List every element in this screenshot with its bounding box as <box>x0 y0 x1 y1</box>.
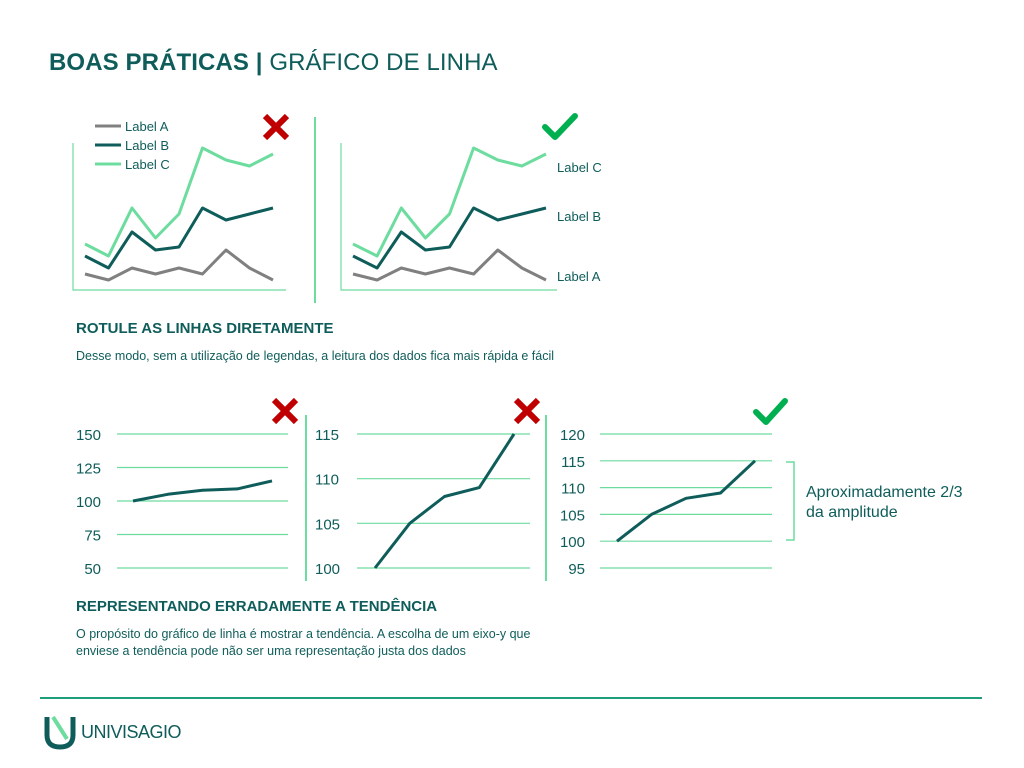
direct-label-c: Label C <box>557 160 602 175</box>
page-title: BOAS PRÁTICAS | GRÁFICO DE LINHA <box>49 49 498 77</box>
legend-chart-axis <box>72 143 286 291</box>
direct-label-a: Label A <box>557 269 601 284</box>
y-tick-label: 105 <box>315 516 340 533</box>
y-tick-label: 100 <box>76 494 101 511</box>
title-bold: BOAS PRÁTICAS | <box>49 49 263 76</box>
y-tick-label: 50 <box>84 561 101 578</box>
legend-chart: Label A Label B Label C <box>72 119 286 291</box>
legend-label-a: Label A <box>125 119 169 134</box>
chart-legend: Label A Label B Label C <box>95 119 170 172</box>
range-note: Aproximadamente 2/3 da amplitude <box>806 484 963 521</box>
y-tick-label: 105 <box>560 507 585 524</box>
check-icon <box>753 398 788 425</box>
series-line-label-a <box>352 248 547 282</box>
range-bracket <box>786 461 795 541</box>
flat-axis-chart: 50 75 100 125 150 <box>76 427 288 578</box>
trend-line <box>373 433 516 569</box>
univisagio-logo-icon <box>44 715 76 750</box>
y-tick-label: 75 <box>84 528 101 545</box>
section-text-direct-labels: Desse modo, sem a utilização de legendas… <box>76 349 555 363</box>
univisagio-logo-text: UNIVISAGIO <box>81 722 182 742</box>
footer-divider <box>40 697 982 699</box>
y-tick-label: 120 <box>560 427 585 444</box>
y-tick-label: 100 <box>315 561 340 578</box>
title-normal: GRÁFICO DE LINHA <box>269 49 498 76</box>
direct-label-chart: Label C Label B Label A <box>340 143 602 291</box>
trend-line <box>132 479 273 503</box>
cross-icon <box>271 397 299 425</box>
y-tick-label: 95 <box>568 561 585 578</box>
direct-label-chart-axis <box>340 143 557 291</box>
cross-icon <box>262 113 290 141</box>
y-tick-label: 115 <box>315 427 339 444</box>
y-tick-label: 100 <box>560 534 585 551</box>
good-axis-chart: 95 100 105 110 115 120 <box>560 427 772 578</box>
y-tick-label: 115 <box>561 454 585 471</box>
legend-label-c: Label C <box>125 157 170 172</box>
y-tick-label: 110 <box>561 481 585 498</box>
y-tick-label: 110 <box>315 472 339 489</box>
steep-axis-chart: 100 105 110 115 <box>315 427 530 578</box>
legend-label-b: Label B <box>125 138 169 153</box>
trend-line <box>616 459 757 543</box>
direct-label-b: Label B <box>557 209 601 224</box>
cross-icon <box>513 397 541 425</box>
series-line-label-c <box>352 146 547 258</box>
series-line-label-b <box>84 206 274 270</box>
series-line-label-c <box>84 146 274 258</box>
y-tick-label: 125 <box>76 461 101 478</box>
y-tick-label: 150 <box>76 427 101 444</box>
section-heading-direct-labels: ROTULE AS LINHAS DIRETAMENTE <box>76 320 334 337</box>
series-line-label-b <box>352 206 547 270</box>
section-text-trend: O propósito do gráfico de linha é mostra… <box>76 627 531 658</box>
series-line-label-a <box>84 248 274 282</box>
check-icon <box>542 113 578 140</box>
section-heading-trend: REPRESENTANDO ERRADAMENTE A TENDÊNCIA <box>76 598 438 615</box>
